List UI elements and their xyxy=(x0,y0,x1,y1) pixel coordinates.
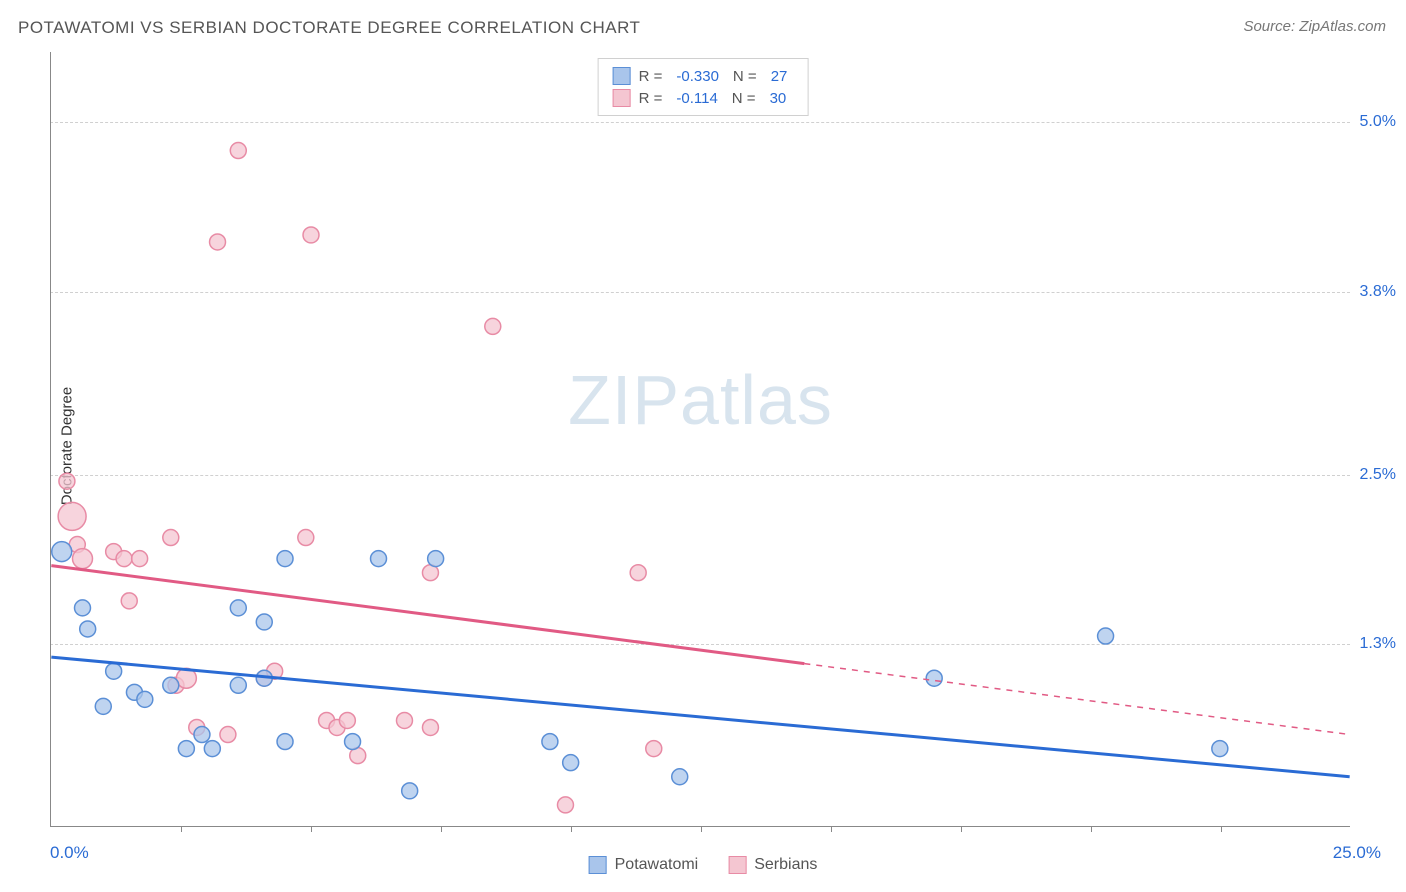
data-point xyxy=(58,502,86,530)
x-tick xyxy=(1221,826,1222,832)
data-point xyxy=(422,720,438,736)
y-tick-label: 3.8% xyxy=(1360,283,1396,301)
data-point xyxy=(137,691,153,707)
data-point xyxy=(402,783,418,799)
legend-row-potawatomi: R = -0.330 N = 27 xyxy=(613,65,794,87)
data-point xyxy=(542,734,558,750)
x-tick xyxy=(1091,826,1092,832)
y-tick-label: 2.5% xyxy=(1360,466,1396,484)
data-point xyxy=(672,769,688,785)
source-attribution: Source: ZipAtlas.com xyxy=(1243,18,1386,35)
data-point xyxy=(121,593,137,609)
data-point xyxy=(298,530,314,546)
data-point xyxy=(80,621,96,637)
data-point xyxy=(646,741,662,757)
legend-R-label: R = xyxy=(639,68,663,85)
data-point xyxy=(220,727,236,743)
legend-swatch-serbians xyxy=(613,89,631,107)
trend-line xyxy=(51,657,1349,777)
data-point xyxy=(230,143,246,159)
legend-label-potawatomi: Potawatomi xyxy=(615,856,699,874)
data-point xyxy=(59,473,75,489)
legend-series: Potawatomi Serbians xyxy=(589,856,818,874)
legend-R-label-2: R = xyxy=(639,90,663,107)
data-point xyxy=(106,663,122,679)
chart-title: POTAWATOMI VS SERBIAN DOCTORATE DEGREE C… xyxy=(18,18,640,38)
data-point xyxy=(116,551,132,567)
data-point xyxy=(485,318,501,334)
data-point xyxy=(277,734,293,750)
legend-row-serbians: R = -0.114 N = 30 xyxy=(613,87,794,109)
data-point xyxy=(230,677,246,693)
x-axis-start-label: 0.0% xyxy=(50,843,89,863)
y-tick-label: 1.3% xyxy=(1360,635,1396,653)
legend-item-potawatomi: Potawatomi xyxy=(589,856,699,874)
data-point xyxy=(256,614,272,630)
legend-R-value-2: -0.114 xyxy=(676,90,717,107)
data-point xyxy=(75,600,91,616)
data-point xyxy=(1098,628,1114,644)
data-point xyxy=(557,797,573,813)
x-tick xyxy=(831,826,832,832)
data-point xyxy=(345,734,361,750)
legend-N-value-1: 27 xyxy=(771,68,788,85)
legend-item-serbians: Serbians xyxy=(728,856,817,874)
data-point xyxy=(339,712,355,728)
data-point xyxy=(926,670,942,686)
x-tick xyxy=(571,826,572,832)
trend-line-dashed xyxy=(804,664,1349,735)
legend-N-value-2: 30 xyxy=(770,90,787,107)
legend-N-label-2: N = xyxy=(732,90,756,107)
data-point xyxy=(563,755,579,771)
data-point xyxy=(95,698,111,714)
data-point xyxy=(204,741,220,757)
data-point xyxy=(73,549,93,569)
x-tick xyxy=(961,826,962,832)
legend-R-value-1: -0.330 xyxy=(676,68,719,85)
data-point xyxy=(194,727,210,743)
data-point xyxy=(1212,741,1228,757)
scatter-svg xyxy=(51,52,1350,826)
legend-swatch-potawatomi-2 xyxy=(589,856,607,874)
legend-swatch-potawatomi xyxy=(613,67,631,85)
x-tick xyxy=(701,826,702,832)
x-tick xyxy=(311,826,312,832)
y-tick-label: 5.0% xyxy=(1360,113,1396,131)
data-point xyxy=(630,565,646,581)
data-point xyxy=(428,551,444,567)
x-axis-end-label: 25.0% xyxy=(1333,843,1381,863)
x-tick xyxy=(181,826,182,832)
data-point xyxy=(371,551,387,567)
chart-plot-area: ZIPatlas xyxy=(50,52,1350,827)
data-point xyxy=(163,677,179,693)
data-point xyxy=(132,551,148,567)
legend-stats: R = -0.330 N = 27 R = -0.114 N = 30 xyxy=(598,58,809,116)
data-point xyxy=(303,227,319,243)
data-point xyxy=(396,712,412,728)
x-tick xyxy=(441,826,442,832)
data-point xyxy=(178,741,194,757)
data-point xyxy=(210,234,226,250)
data-point xyxy=(52,542,72,562)
legend-swatch-serbians-2 xyxy=(728,856,746,874)
legend-N-label: N = xyxy=(733,68,757,85)
data-point xyxy=(277,551,293,567)
data-point xyxy=(230,600,246,616)
data-point xyxy=(163,530,179,546)
legend-label-serbians: Serbians xyxy=(754,856,817,874)
